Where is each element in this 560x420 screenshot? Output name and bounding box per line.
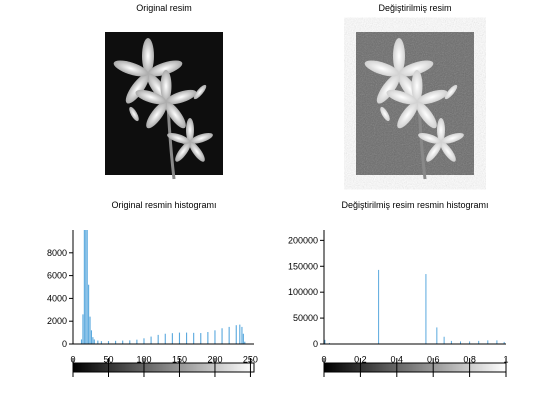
histogram-bar [93,339,95,344]
histogram-bar [193,332,195,344]
y-tick-label: 0 [62,339,67,349]
histogram-bar [86,230,88,344]
histogram-bar [171,333,173,344]
x-tick-label: 100 [136,355,151,365]
histogram-bar [178,332,181,344]
colorbar [72,362,255,373]
y-tick-label: 0 [313,339,318,349]
histogram-bar [200,333,202,344]
x-tick-label: 0.4 [391,355,404,365]
histogram-bar [436,327,438,344]
histogram-bar [136,339,138,344]
histogram-bar [97,340,99,344]
x-tick-label: 200 [207,355,222,365]
histogram-bar [228,326,230,344]
histogram-bar [150,336,152,344]
histogram-bar [88,284,90,344]
x-tick-label: 0 [321,355,326,365]
original-image-title: Original resim [136,3,192,13]
histogram-bar [157,334,159,344]
x-tick-label: 0.2 [354,355,367,365]
colorbar [323,362,507,373]
y-tick-label: 50000 [293,313,318,323]
histogram-bar [80,339,83,344]
histogram-bar [100,341,102,344]
y-tick-label: 2000 [47,316,67,326]
histogram-bar [214,330,216,344]
histogram-bar [235,325,237,344]
histogram-bar [469,341,471,344]
histogram-bar [241,326,243,344]
x-tick-label: 1 [503,355,508,365]
histogram-bar [378,269,380,344]
original-image [105,32,223,181]
histogram-bar [89,316,91,344]
histogram-bar [487,340,489,344]
y-tick-label: 150000 [288,261,318,271]
histogram-bar [82,314,84,344]
original-histogram-title: Original resmin histogramı [111,200,217,210]
histogram-bar [129,340,131,344]
x-tick-label: 50 [103,355,113,365]
histogram-bar [324,339,326,344]
histogram-bar [115,340,117,344]
modified-image [356,32,474,181]
modified-image-title: Değiştirilmiş resim [378,3,452,13]
y-tick-label: 6000 [47,271,67,281]
histogram-bar [503,341,505,344]
x-tick-label: 0.8 [463,355,476,365]
histogram-bar [186,332,188,344]
histogram-bar [221,328,223,344]
histogram-bar [207,332,209,344]
histogram-bar [328,342,330,344]
histogram-bar [239,324,241,344]
x-tick-label: 0 [70,355,75,365]
histogram-bar [85,230,87,344]
y-tick-label: 4000 [47,293,67,303]
x-tick-label: 250 [243,355,258,365]
y-tick-label: 8000 [47,248,67,258]
y-tick-label: 200000 [288,235,318,245]
histogram-bar [425,274,427,344]
histogram-bar [460,341,461,344]
original-histogram: 0 2000 4000 6000 8000 0 50 100 150 200 250 [47,230,258,377]
modified-histogram-title: Değiştirilmiş resim resmin histogramı [341,200,489,210]
histogram-bar [107,341,110,344]
modified-histogram: 0 50000 100000 150000 200000 0 0.2 0.4 0.6 0.8 1 [288,230,509,377]
histogram-bar [443,336,445,344]
histogram-bar [164,333,166,344]
histogram-bar [496,340,498,344]
histogram-bar [450,340,452,344]
histogram-bar [244,341,246,344]
histogram-bar [122,340,124,344]
histogram-bar [90,330,93,344]
x-tick-label: 150 [172,355,187,365]
histogram-bar [478,340,480,344]
y-tick-label: 100000 [288,287,318,297]
x-tick-label: 0.6 [427,355,440,365]
histogram-bar [92,337,94,344]
histogram-bar [143,338,145,344]
histogram-bar [83,230,85,344]
histogram-bar [242,333,244,344]
